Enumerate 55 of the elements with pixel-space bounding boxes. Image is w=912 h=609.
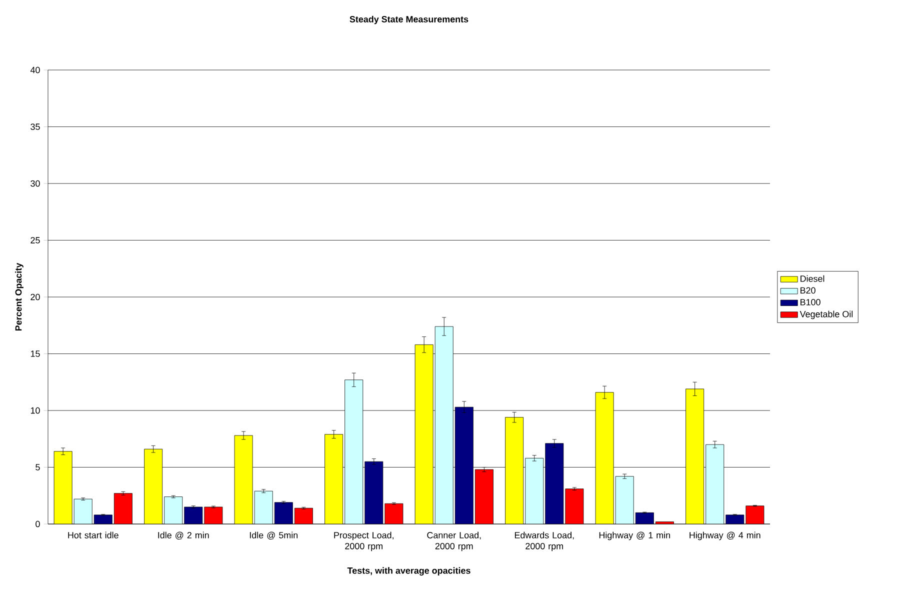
y-tick-label: 25 xyxy=(30,237,40,244)
bar xyxy=(505,417,524,524)
y-tick-label: 15 xyxy=(30,350,40,357)
x-tick-label: Edwards Load, 2000 rpm xyxy=(514,532,574,552)
bar xyxy=(434,326,454,524)
y-tick-label: 20 xyxy=(30,294,40,300)
x-tick-label: Highway @ 1 min xyxy=(599,532,670,540)
y-tick-label: 0 xyxy=(36,520,40,528)
bar xyxy=(144,448,163,524)
legend-label: Diesel xyxy=(800,275,824,282)
x-axis-title: Tests, with average opacities xyxy=(347,567,470,576)
y-tick-label: 40 xyxy=(30,66,40,74)
y-tick-label: 30 xyxy=(30,180,40,187)
bar xyxy=(414,344,434,524)
legend-label: Vegetable Oil xyxy=(800,310,853,320)
x-tick-label: Prospect Load, 2000 rpm xyxy=(334,532,394,552)
bar xyxy=(254,490,273,524)
bar xyxy=(344,380,364,524)
y-axis-title: Percent Opacity xyxy=(15,262,24,331)
legend-label: B100 xyxy=(800,298,820,306)
bar xyxy=(74,498,92,524)
x-tick-label: Idle @ 5min xyxy=(250,532,298,540)
bar xyxy=(364,461,384,524)
bar xyxy=(474,469,494,524)
x-tick-label: Hot start idle xyxy=(68,532,118,538)
bar xyxy=(184,506,203,524)
bar xyxy=(706,444,724,524)
bar xyxy=(114,493,132,524)
bar xyxy=(454,406,474,524)
bar xyxy=(595,392,614,524)
y-tick-label: 10 xyxy=(30,407,40,414)
bar xyxy=(746,506,764,524)
y-tick-label: 5 xyxy=(36,464,40,470)
bar xyxy=(384,503,404,524)
bar xyxy=(274,502,293,524)
bar xyxy=(726,514,744,524)
bar xyxy=(294,508,313,524)
bar xyxy=(525,458,544,524)
bar xyxy=(54,451,72,524)
bar xyxy=(324,434,344,524)
bar xyxy=(234,435,253,524)
bar xyxy=(615,476,634,524)
bar xyxy=(565,488,584,524)
legend-label: B20 xyxy=(800,287,816,294)
x-tick-label: Highway @ 4 min xyxy=(690,532,760,540)
bar xyxy=(545,443,564,524)
x-tick-label: Idle @ 2 min xyxy=(158,532,209,540)
bar xyxy=(94,514,112,524)
x-tick-label: Canner Load, 2000 rpm xyxy=(427,532,481,552)
bar xyxy=(636,512,654,524)
y-tick-label: 35 xyxy=(30,124,40,130)
bar xyxy=(164,496,183,524)
chart-title: Steady State Measurements xyxy=(350,16,468,24)
bar xyxy=(204,506,223,524)
bar xyxy=(686,388,704,524)
